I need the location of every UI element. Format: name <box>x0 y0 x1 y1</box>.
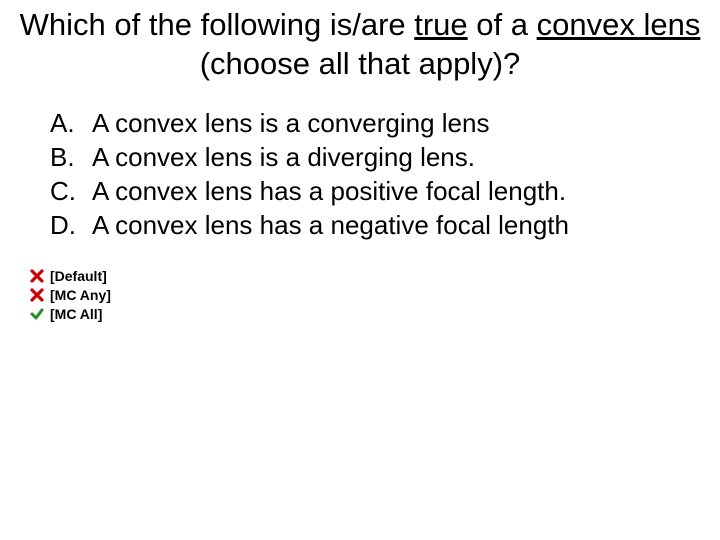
option-letter: B. <box>50 140 92 174</box>
title-part1: Which of the following is/are <box>20 7 415 42</box>
x-icon <box>30 269 44 283</box>
option-letter: D. <box>50 208 92 242</box>
x-icon <box>30 288 44 302</box>
option-text: A convex lens has a positive focal lengt… <box>92 174 566 208</box>
status-block: [Default] [MC Any] [MC All] <box>0 243 720 324</box>
status-label: [MC Any] <box>50 286 111 305</box>
title-part3: (choose all that apply)? <box>200 46 521 81</box>
status-label: [Default] <box>50 267 107 286</box>
option-text: A convex lens is a converging lens <box>92 106 489 140</box>
option-row: D. A convex lens has a negative focal le… <box>50 208 720 242</box>
option-text: A convex lens is a diverging lens. <box>92 140 475 174</box>
option-row: A. A convex lens is a converging lens <box>50 106 720 140</box>
option-letter: A. <box>50 106 92 140</box>
option-row: B. A convex lens is a diverging lens. <box>50 140 720 174</box>
title-underlined-1: true <box>414 7 467 42</box>
option-letter: C. <box>50 174 92 208</box>
status-row: [MC Any] <box>30 286 720 305</box>
question-title: Which of the following is/are true of a … <box>0 0 720 84</box>
check-icon <box>30 307 44 321</box>
status-row: [Default] <box>30 267 720 286</box>
title-part2: of a <box>468 7 537 42</box>
status-label: [MC All] <box>50 305 102 324</box>
status-row: [MC All] <box>30 305 720 324</box>
title-underlined-2: convex lens <box>537 7 701 42</box>
option-row: C. A convex lens has a positive focal le… <box>50 174 720 208</box>
options-list: A. A convex lens is a converging lens B.… <box>0 84 720 243</box>
option-text: A convex lens has a negative focal lengt… <box>92 208 569 242</box>
